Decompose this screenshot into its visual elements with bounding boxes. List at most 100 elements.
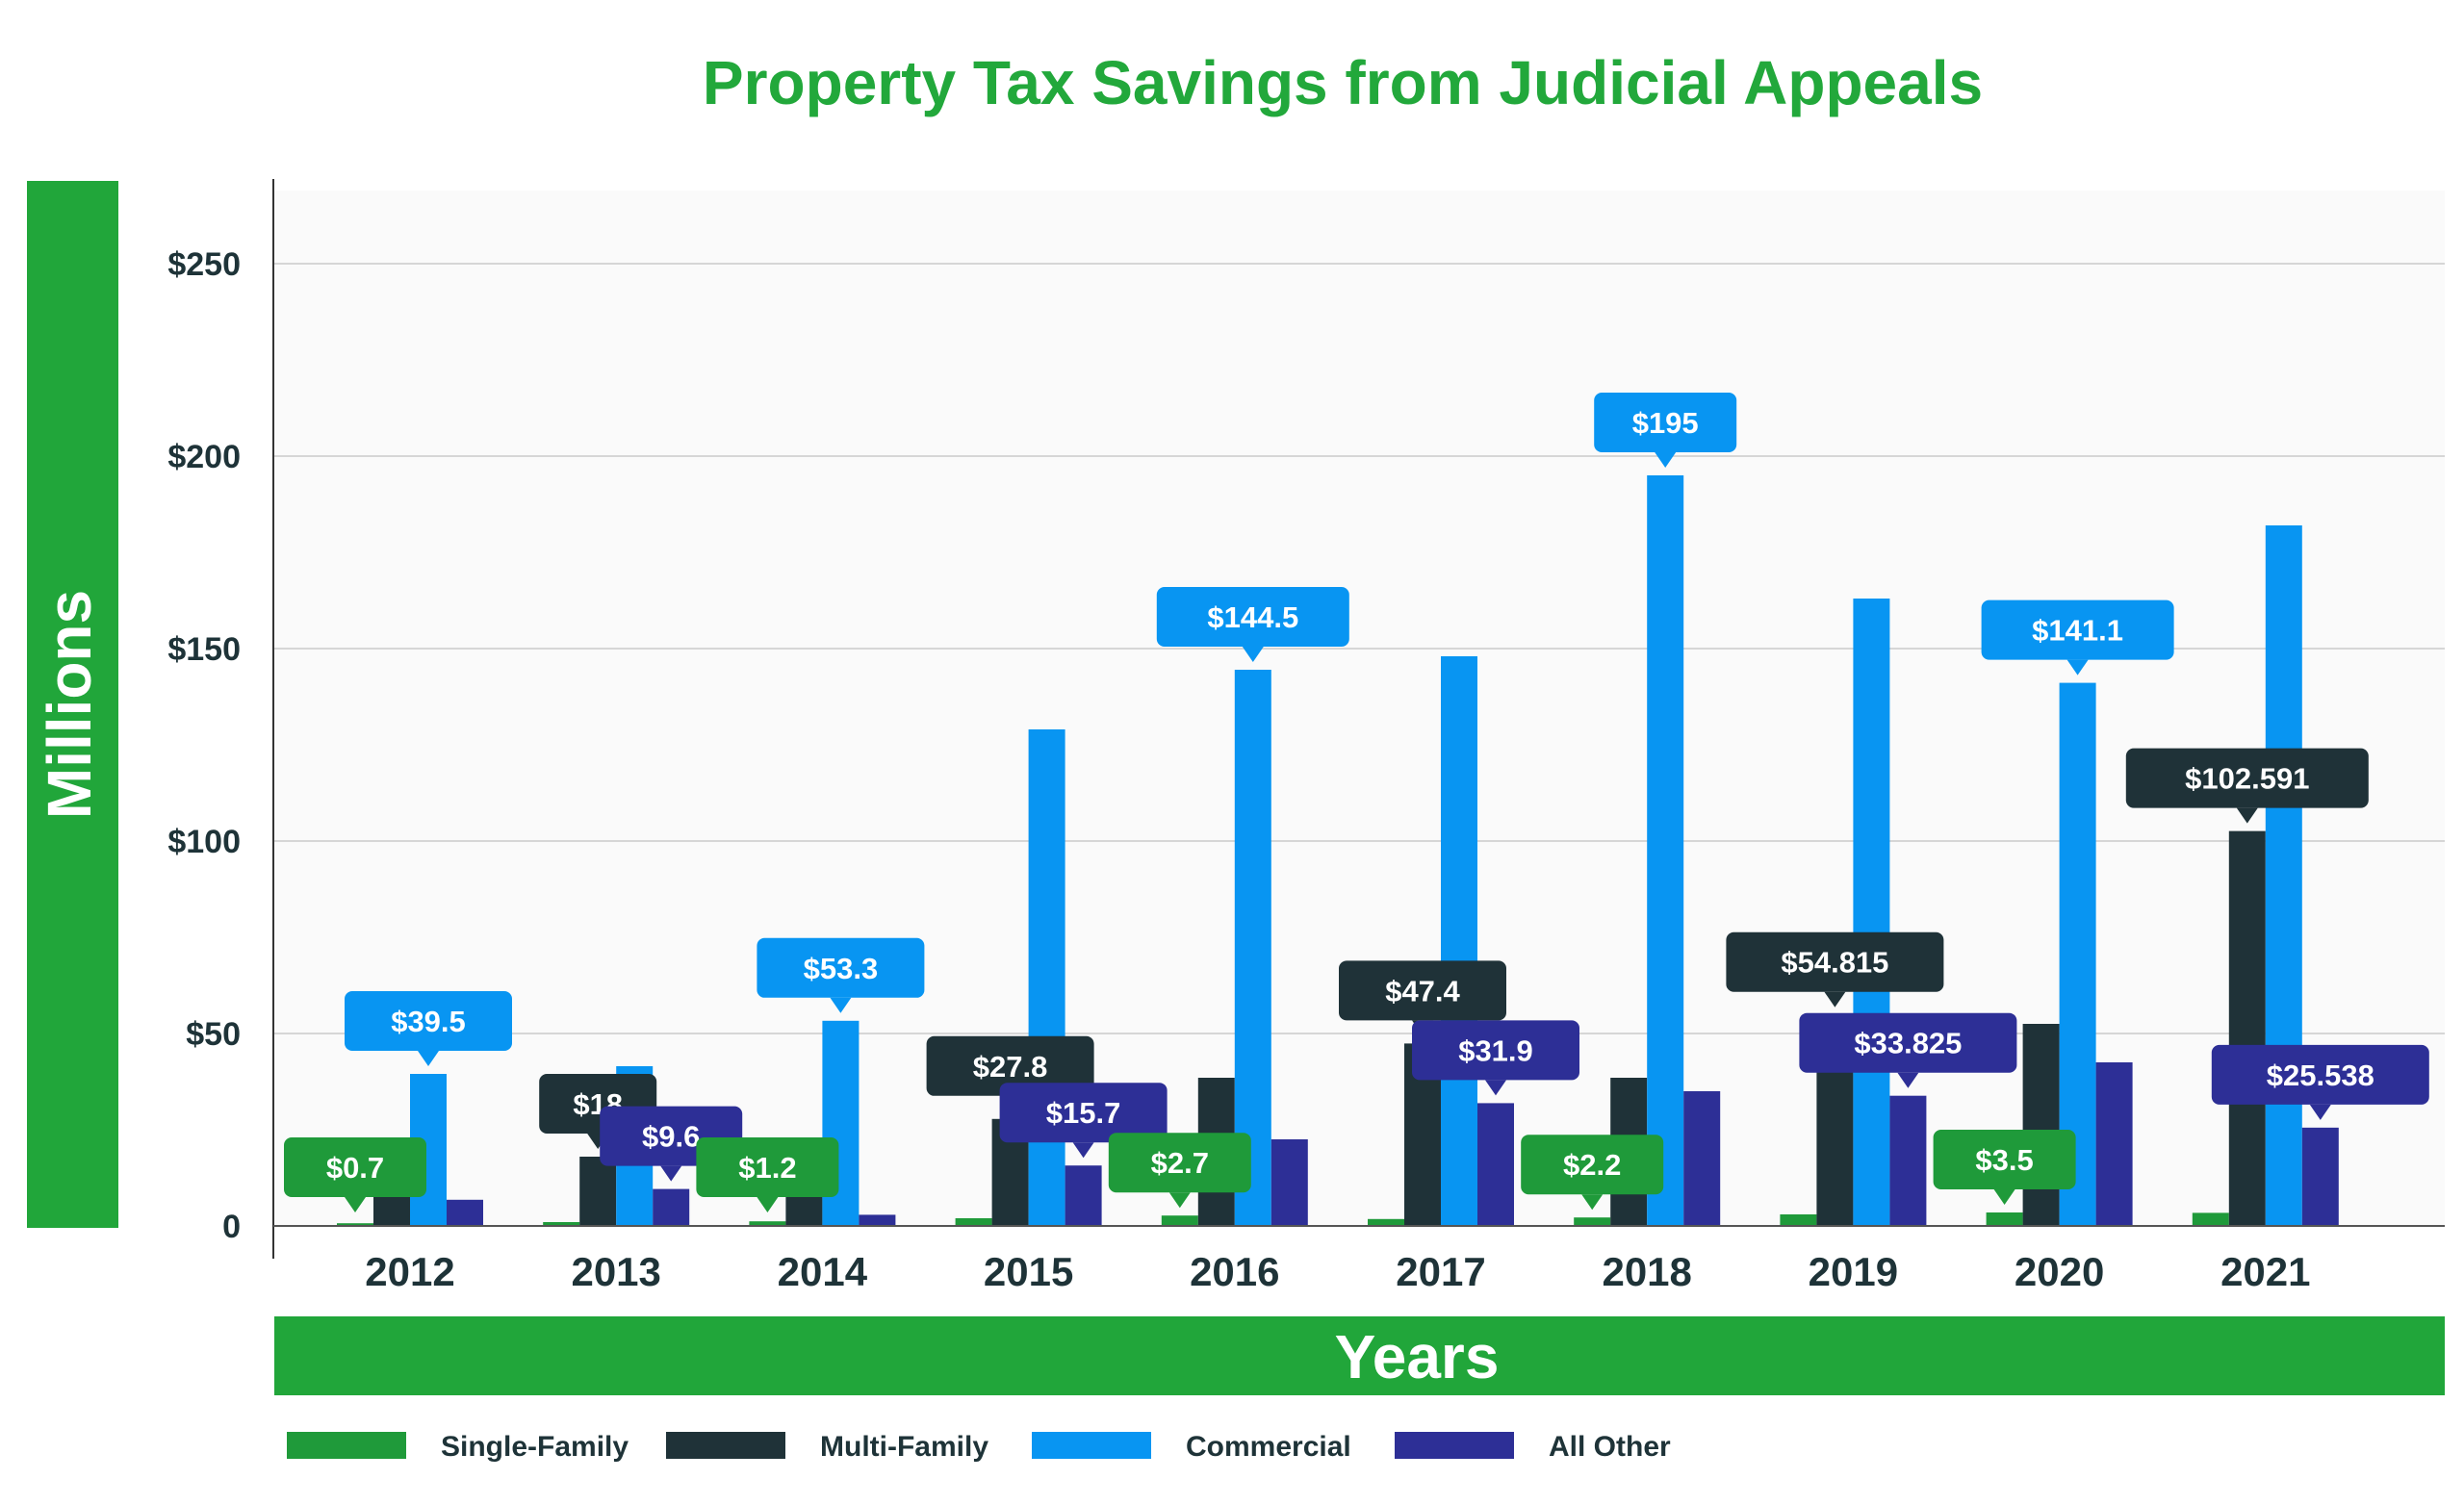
- data-label: $2.7: [1108, 1133, 1251, 1209]
- y-tick-label: $100: [167, 824, 241, 860]
- bar-all-other-2015: [1065, 1165, 1102, 1226]
- data-label-box: [757, 937, 925, 998]
- data-label-box: [345, 991, 512, 1051]
- data-label-text: $2.2: [1563, 1148, 1621, 1182]
- bar-multi-family-2020: [2022, 1024, 2060, 1226]
- data-label-pointer: [660, 1165, 682, 1182]
- legend-label: All Other: [1549, 1431, 1671, 1463]
- data-label-text: $39.5: [391, 1005, 466, 1038]
- x-tick-label: 2013: [571, 1249, 660, 1294]
- legend-item: All Other: [1395, 1431, 1671, 1463]
- legend: Single-Family Multi-Family Commercial All O…: [287, 1431, 1671, 1463]
- data-label: $27.8: [926, 1035, 1094, 1111]
- legend-swatch: [666, 1432, 785, 1459]
- legend-swatch: [287, 1432, 406, 1459]
- data-label-box: [1981, 599, 2174, 660]
- y-axis-label: Millions: [35, 590, 104, 819]
- data-label-pointer: [345, 1197, 366, 1212]
- data-label-box: [1799, 1012, 2017, 1073]
- data-label: $195: [1594, 393, 1737, 468]
- data-label-text: $33.825: [1854, 1027, 1962, 1060]
- y-tick-label: $250: [167, 246, 241, 283]
- bar-all-other-2016: [1270, 1139, 1308, 1226]
- bar-commercial-2021: [2265, 525, 2302, 1226]
- data-label-pointer: [1993, 1189, 2015, 1205]
- data-label: $39.5: [345, 991, 512, 1066]
- legend-label: Multi-Family: [820, 1431, 988, 1463]
- data-label-box: [2211, 1044, 2429, 1105]
- legend-label: Commercial: [1186, 1431, 1351, 1463]
- chart-title: Property Tax Savings from Judicial Appea…: [703, 48, 1983, 117]
- x-tick-label: 2021: [2220, 1249, 2310, 1294]
- bar-all-other-2013: [653, 1188, 690, 1226]
- data-label-pointer: [1485, 1080, 1506, 1096]
- ticks-layer: 0 $50 $100 $150 $200 $250 2012 2013 2014 2015 2016…: [167, 246, 2310, 1294]
- x-tick-label: 2017: [1396, 1249, 1485, 1294]
- data-label-text: $53.3: [804, 952, 879, 985]
- data-label-text: $25.538: [2267, 1059, 2374, 1092]
- bar-all-other-2019: [1889, 1095, 1927, 1226]
- data-label: $31.9: [1412, 1020, 1579, 1096]
- data-label-box: [2125, 748, 2369, 808]
- data-label-pointer: [1242, 647, 1264, 662]
- data-label-box: [284, 1137, 426, 1197]
- data-label-text: $9.6: [642, 1120, 700, 1154]
- legend-label: Single-Family: [441, 1431, 629, 1463]
- bar-single-family-2017: [1368, 1218, 1404, 1226]
- x-tick-label: 2014: [778, 1249, 868, 1294]
- x-tick-label: 2016: [1190, 1249, 1279, 1294]
- bar-all-other-2012: [447, 1199, 483, 1226]
- data-label-pointer: [1824, 991, 1846, 1008]
- bar-single-family-2018: [1574, 1217, 1611, 1226]
- data-label-text: $2.7: [1151, 1146, 1209, 1180]
- bars-layer: [337, 475, 2339, 1226]
- bar-single-family-2015: [955, 1218, 992, 1226]
- bar-multi-family-2013: [579, 1157, 617, 1226]
- bar-all-other-2021: [2301, 1127, 2339, 1226]
- x-tick-label: 2015: [984, 1249, 1073, 1294]
- data-label-box: [1521, 1135, 1664, 1195]
- data-label: $25.538: [2211, 1044, 2429, 1120]
- data-label-text: $195: [1632, 406, 1699, 440]
- x-tick-label: 2012: [365, 1249, 454, 1294]
- data-label-box: [999, 1083, 1168, 1143]
- data-label-pointer: [1168, 1192, 1191, 1209]
- x-tick-label: 2020: [2015, 1249, 2104, 1294]
- data-label-text: $27.8: [973, 1050, 1048, 1084]
- data-label: $144.5: [1156, 587, 1349, 662]
- data-label: $2.2: [1521, 1135, 1664, 1211]
- data-label-pointer: [418, 1051, 439, 1066]
- data-label-box: [1933, 1130, 2076, 1189]
- data-label-box: [1412, 1020, 1579, 1081]
- data-label-box: [696, 1137, 839, 1197]
- bar-commercial-2015: [1028, 729, 1065, 1226]
- data-label-text: $0.7: [326, 1151, 384, 1185]
- data-label-text: $54.815: [1781, 946, 1888, 980]
- data-label-pointer: [757, 1197, 779, 1212]
- legend-swatch: [1395, 1432, 1514, 1459]
- data-label-pointer: [1897, 1072, 1919, 1088]
- data-label-box: [1339, 960, 1506, 1021]
- labels-layer: $0.7$39.5$18$9.6$1.2$53.3$27.8$15.7$2.7$…: [284, 393, 2429, 1212]
- data-label: $53.3: [757, 937, 925, 1013]
- data-label-pointer: [1655, 452, 1677, 468]
- y-tick-label: $150: [167, 631, 241, 668]
- y-tick-label: $50: [186, 1016, 241, 1053]
- legend-item: Single-Family: [287, 1431, 629, 1463]
- bar-single-family-2014: [749, 1221, 786, 1226]
- bar-commercial-2018: [1647, 475, 1684, 1226]
- bar-single-family-2012: [337, 1223, 373, 1226]
- bar-all-other-2014: [859, 1214, 896, 1226]
- bar-commercial-2019: [1853, 599, 1890, 1226]
- bar-single-family-2019: [1780, 1214, 1817, 1226]
- data-label-pointer: [2309, 1104, 2331, 1120]
- data-label: $141.1: [1981, 599, 2174, 676]
- bar-multi-family-2021: [2228, 830, 2266, 1226]
- data-label-text: $102.591: [2185, 762, 2309, 796]
- data-label-pointer: [2236, 807, 2258, 824]
- data-label: $3.5: [1933, 1130, 2076, 1205]
- x-axis-band: [274, 1316, 2445, 1395]
- data-label-pointer: [2066, 659, 2089, 676]
- bar-single-family-2021: [2192, 1212, 2229, 1226]
